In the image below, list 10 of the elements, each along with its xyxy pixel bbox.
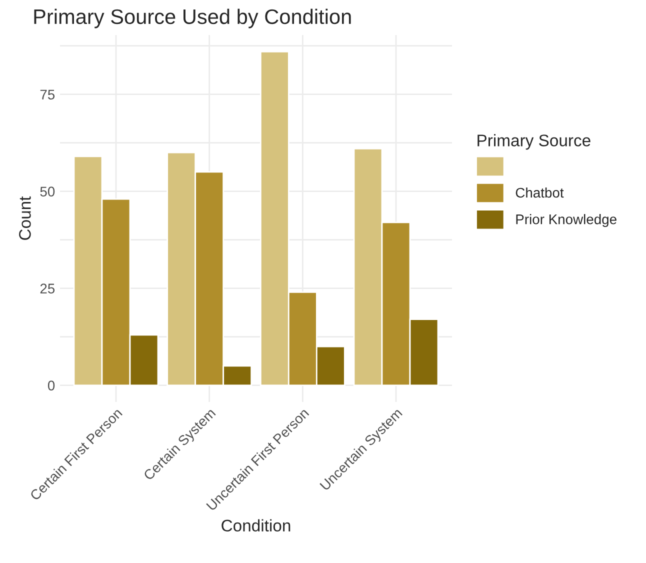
y-tick-label: 25 — [40, 284, 55, 294]
y-axis-title: Count — [19, 196, 31, 240]
x-axis-title: Condition — [222, 519, 290, 532]
y-tick-label: 50 — [40, 186, 55, 197]
legend-label: Prior Knowledge — [516, 214, 616, 227]
y-tick-label: 0 — [48, 380, 55, 390]
y-tick-label: 75 — [40, 90, 55, 100]
legend-title: Primary Source — [478, 134, 590, 150]
legend-label: Chatbot — [516, 187, 564, 198]
chart-title: Primary Source Used by Condition — [34, 8, 351, 28]
